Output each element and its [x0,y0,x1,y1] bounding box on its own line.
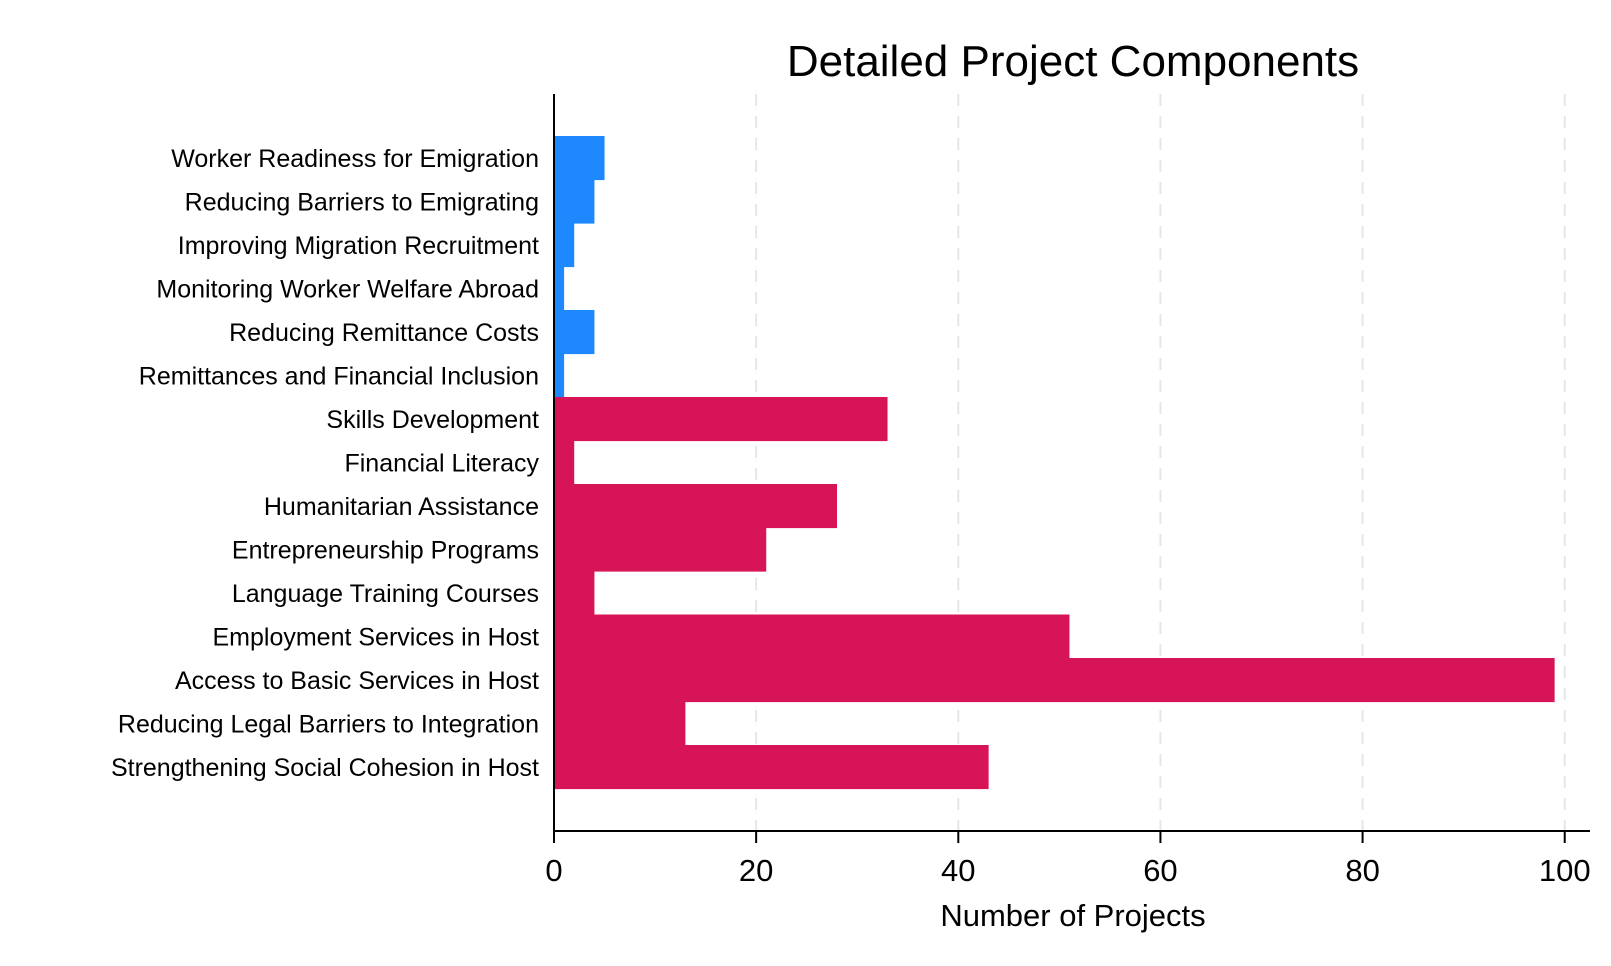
category-label-8: Financial Literacy [344,449,539,477]
bar-7 [554,397,888,442]
category-label-4: Monitoring Worker Welfare Abroad [156,275,539,303]
bar-3 [554,223,575,268]
category-label-2: Reducing Barriers to Emigrating [185,188,539,216]
axes [553,94,1590,843]
bar-8 [554,440,575,485]
bars [554,136,1555,790]
category-label-14: Reducing Legal Barriers to Integration [118,710,539,738]
x-tick-label-0: 0 [545,853,562,888]
category-label-7: Skills Development [326,406,539,434]
category-label-5: Reducing Remittance Costs [229,319,539,347]
bar-10 [554,527,767,572]
bar-2 [554,179,595,224]
bar-1 [554,136,605,181]
bar-13 [554,658,1555,703]
bar-6 [554,353,565,398]
x-tick-label-1: 20 [739,853,773,888]
category-label-13: Access to Basic Services in Host [175,667,539,695]
bar-11 [554,571,595,616]
x-tick-label-5: 100 [1539,853,1591,888]
bar-12 [554,614,1070,659]
category-label-15: Strengthening Social Cohesion in Host [111,754,539,782]
bar-14 [554,701,686,746]
category-label-3: Improving Migration Recruitment [178,232,539,260]
x-axis-title: Number of Projects [940,898,1205,933]
tick-labels: 0 20 40 60 80 100 [545,853,1590,888]
category-label-10: Entrepreneurship Programs [232,536,539,564]
bar-9 [554,484,838,529]
x-tick-label-3: 60 [1143,853,1177,888]
category-labels: Worker Readiness for Emigration Reducing … [111,145,540,782]
category-label-11: Language Training Courses [232,580,539,608]
bar-4 [554,266,565,311]
bar-15 [554,745,989,790]
category-label-12: Employment Services in Host [212,623,539,651]
category-label-6: Remittances and Financial Inclusion [139,362,539,390]
x-tick-label-2: 40 [941,853,975,888]
bar-5 [554,310,595,355]
category-label-1: Worker Readiness for Emigration [171,145,539,173]
category-label-9: Humanitarian Assistance [264,493,539,521]
chart-title: Detailed Project Components [787,37,1359,86]
x-tick-label-4: 80 [1345,853,1379,888]
